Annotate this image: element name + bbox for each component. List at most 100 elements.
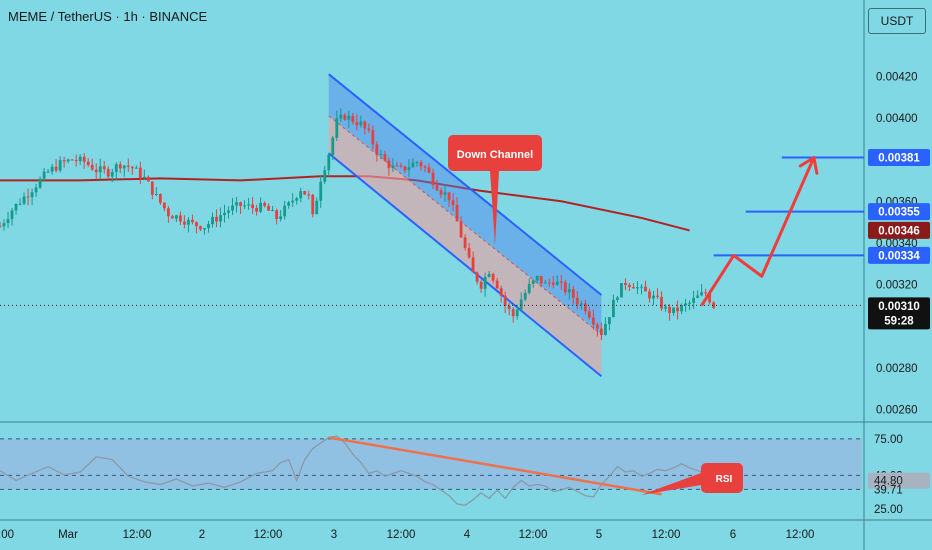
candle-body — [616, 297, 619, 300]
candle-body — [712, 302, 716, 308]
currency-selector[interactable]: USDT — [868, 8, 926, 34]
down-channel-callout-shape — [448, 135, 542, 245]
candle-body — [106, 169, 110, 177]
down-channel-label: Down Channel — [457, 149, 533, 161]
candle-body — [411, 162, 415, 168]
candle-body — [587, 311, 591, 318]
candle-body — [407, 167, 411, 171]
candle-body — [158, 193, 162, 203]
candle-body — [339, 114, 343, 119]
candle-body — [162, 202, 166, 209]
countdown-label: 59:28 — [884, 315, 914, 327]
candle-body — [403, 166, 407, 171]
candle-body — [503, 295, 507, 306]
candle-body — [708, 293, 712, 303]
price-badge-0.00346 — [868, 221, 930, 239]
candle-body — [624, 283, 627, 286]
candle-body — [423, 166, 427, 168]
candle-body — [648, 291, 651, 299]
candle-body — [130, 166, 134, 169]
rsi-line — [0, 435, 714, 506]
candle-body — [399, 165, 403, 167]
time-tick-label: 2 — [199, 529, 205, 541]
candle-body — [219, 215, 222, 222]
candle-body — [511, 309, 515, 317]
candle-body — [179, 215, 182, 222]
candle-body — [90, 164, 94, 170]
candle-body — [271, 210, 275, 212]
candle-body — [487, 273, 491, 277]
candle-body — [431, 172, 435, 186]
candle-body — [543, 282, 547, 284]
candle-body — [656, 295, 659, 297]
candle-body — [331, 137, 335, 155]
rsi-current-badge — [868, 472, 930, 489]
candle-body — [291, 200, 295, 203]
time-tick-label: 12:00 — [254, 529, 283, 541]
candle-body — [459, 221, 463, 238]
candle-body — [463, 237, 467, 248]
candle-body — [175, 215, 178, 219]
candle-body — [54, 166, 58, 171]
candle-body — [595, 324, 599, 329]
candle-body — [259, 202, 263, 212]
candle-body — [239, 202, 242, 206]
projection-path — [700, 156, 816, 307]
candle-body — [636, 287, 639, 289]
candle-body — [223, 212, 226, 216]
candle-body — [704, 292, 708, 294]
price-badge-label: 0.00381 — [878, 153, 920, 165]
price-badge-0.00355 — [868, 203, 930, 221]
candle-body — [199, 226, 202, 230]
candle-body — [150, 181, 154, 195]
candle-body — [110, 171, 114, 177]
candle-body — [475, 272, 479, 282]
rsi-tick-label: 39.71 — [874, 484, 903, 496]
candle-body — [391, 165, 395, 169]
candle-body — [227, 210, 230, 213]
candle-body — [122, 165, 126, 169]
price-badge-label: 0.00346 — [878, 225, 920, 237]
candle-body — [455, 204, 459, 222]
candle-body — [343, 114, 347, 120]
time-tick-label: 4 — [464, 529, 471, 541]
candle-body — [467, 247, 471, 258]
candle-body — [599, 328, 603, 335]
candle-body — [355, 122, 359, 126]
candle-body — [42, 171, 46, 179]
candle-body — [275, 210, 279, 219]
rsi-tick-label: 75.00 — [874, 434, 903, 446]
candle-body — [551, 282, 555, 285]
channel-upper-fill — [328, 74, 602, 335]
candle-body — [527, 284, 531, 293]
candle-body — [427, 167, 431, 173]
candle-body — [319, 181, 323, 201]
candle-body — [559, 281, 563, 283]
moving-average-path — [0, 175, 690, 232]
candle-body — [688, 302, 691, 304]
candle-body — [644, 286, 647, 292]
candle-body — [491, 273, 495, 281]
price-badge-label: 0.00334 — [878, 250, 920, 262]
candle-body — [6, 219, 10, 224]
candle-body — [680, 305, 683, 312]
candle-body — [620, 283, 623, 298]
candle-body — [495, 280, 499, 289]
price-tick-label: 0.00280 — [876, 363, 918, 375]
candle-body — [696, 295, 700, 298]
candle-body — [447, 192, 451, 201]
candle-body — [166, 208, 170, 217]
candle-body — [451, 200, 455, 205]
price-badge-0.00310 — [868, 297, 930, 330]
candle-body — [483, 276, 487, 289]
candle-body — [684, 303, 687, 306]
rsi-callout-shape — [641, 463, 743, 495]
candle-body — [628, 285, 631, 288]
candle-body — [367, 128, 371, 131]
projection-arrowhead-0 — [798, 156, 816, 168]
candle-body — [567, 289, 571, 293]
candle-body — [612, 299, 615, 318]
candle-body — [700, 292, 704, 296]
